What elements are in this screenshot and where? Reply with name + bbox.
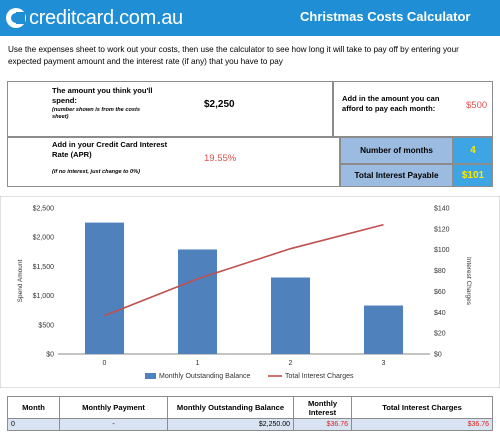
payment-cell: Add in the amount you can afford to pay … xyxy=(333,81,493,137)
apr-label: Add in your Credit Card Interest Rate (A… xyxy=(52,140,168,159)
col-monthly-interest: Monthly Interest xyxy=(293,396,352,419)
logo-icon xyxy=(6,8,26,28)
x-tick-label: 0 xyxy=(103,360,107,367)
y-right-tick-label: $80 xyxy=(434,268,446,275)
x-tick-label: 1 xyxy=(196,360,200,367)
y-left-tick-label: $2,000 xyxy=(33,235,55,242)
cell-balance: $2,250.00 xyxy=(167,418,294,431)
balance-bar xyxy=(84,222,125,354)
y-right-tick-label: $0 xyxy=(434,352,442,359)
col-total-interest: Total Interest Charges xyxy=(351,396,493,419)
cell-payment: - xyxy=(59,418,168,431)
cell-month: 0 xyxy=(7,418,60,431)
y-left-axis-label: Spend Amount xyxy=(17,259,24,302)
y-left-tick-label: $1,500 xyxy=(33,264,55,271)
payment-input[interactable]: $500 xyxy=(466,100,488,111)
chart-frame xyxy=(0,196,500,388)
col-outstanding-balance: Monthly Outstanding Balance xyxy=(167,396,294,419)
spend-cell: The amount you think you'll spend: (numb… xyxy=(7,81,333,137)
y-right-tick-label: $140 xyxy=(434,206,450,213)
legend-line-label: Total Interest Charges xyxy=(285,373,354,380)
y-right-axis-label: Interest Charges xyxy=(465,257,472,306)
spend-value: $2,250 xyxy=(204,99,235,110)
y-right-tick-label: $60 xyxy=(434,289,446,296)
y-right-tick-label: $120 xyxy=(434,226,450,233)
apr-input[interactable]: 19.55% xyxy=(204,153,237,164)
spend-label: The amount you think you'll spend: xyxy=(52,86,153,105)
x-tick-label: 2 xyxy=(289,360,293,367)
balance-interest-chart: $0 $500 $1,000 $1,500 $2,000 $2,500 $0 $20 $40 $6… xyxy=(0,196,500,388)
y-right-tick-label: $100 xyxy=(434,247,450,254)
table-header-row: Month Monthly Payment Monthly Outstandin… xyxy=(7,396,493,419)
y-right-tick-label: $20 xyxy=(434,331,446,338)
y-right-tick-label: $40 xyxy=(434,310,446,317)
payment-label: Add in the amount you can afford to pay … xyxy=(342,94,440,113)
app-header: creditcard.com.au Christmas Costs Calcul… xyxy=(0,0,500,36)
brand-name: creditcard.com.au xyxy=(29,6,183,29)
col-monthly-payment: Monthly Payment xyxy=(59,396,168,419)
legend-bar-swatch xyxy=(145,373,156,379)
balance-bar xyxy=(363,305,404,354)
interest-line xyxy=(104,223,384,317)
legend-bar-label: Monthly Outstanding Balance xyxy=(159,373,251,380)
y-left-tick-label: $2,500 xyxy=(33,206,55,213)
balance-bar xyxy=(270,277,311,354)
brand-logo[interactable]: creditcard.com.au xyxy=(6,6,183,30)
x-tick-label: 3 xyxy=(382,360,386,367)
cell-interest: $36.76 xyxy=(293,418,352,431)
col-month: Month xyxy=(7,396,60,419)
page-title: Christmas Costs Calculator xyxy=(300,9,471,24)
months-label: Number of months xyxy=(340,137,453,164)
y-left-tick-label: $500 xyxy=(38,322,54,329)
apr-cell: Add in your Credit Card Interest Rate (A… xyxy=(7,137,340,187)
intro-text: Use the expenses sheet to work out your … xyxy=(8,45,459,66)
repayment-table: Month Monthly Payment Monthly Outstandin… xyxy=(7,396,493,431)
y-left-tick-label: $1,000 xyxy=(33,293,55,300)
y-left-tick-label: $0 xyxy=(46,352,54,359)
months-value: 4 xyxy=(453,137,493,164)
spend-note: (number shown is from the costs sheet) xyxy=(52,107,140,120)
interest-value: $101 xyxy=(453,164,493,187)
table-row: 0 - $2,250.00 $36.76 $36.76 xyxy=(7,418,493,431)
cell-total-interest: $36.76 xyxy=(351,418,493,431)
balance-bar xyxy=(177,249,218,354)
apr-note: (if no interest, just change to 0%) xyxy=(52,169,140,175)
interest-label: Total Interest Payable xyxy=(340,164,453,187)
